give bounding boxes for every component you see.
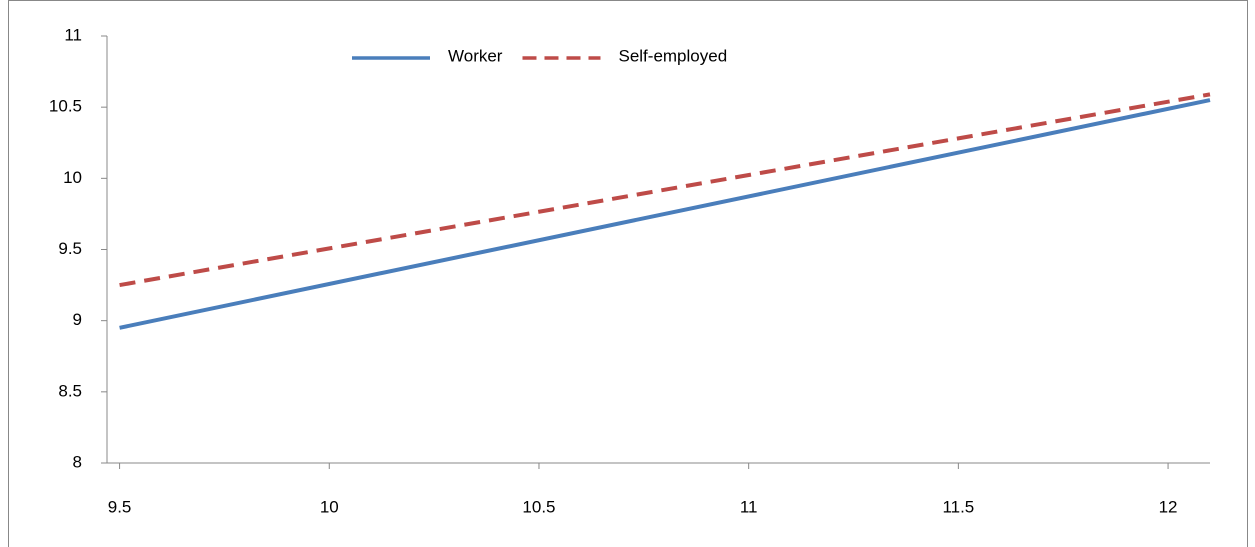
y-tick-label: 10.5: [49, 97, 82, 116]
chart-border: [8, 0, 1248, 547]
y-tick-label: 11: [64, 25, 82, 44]
x-tick-label: 11.5: [942, 497, 974, 516]
x-tick-label: 12: [1159, 497, 1178, 516]
legend-label: Self-employed: [618, 46, 727, 65]
x-tick-label: 10: [320, 497, 339, 516]
y-tick-label: 9: [73, 310, 82, 329]
x-tick-label: 11: [740, 497, 758, 516]
x-tick-label: 9.5: [108, 497, 132, 516]
x-tick-label: 10.5: [522, 497, 555, 516]
series-line: [119, 98, 1211, 330]
y-tick-label: 8.5: [58, 381, 82, 400]
y-tick-label: 10: [63, 168, 82, 187]
y-tick-label: 8: [73, 452, 82, 471]
legend-label: Worker: [448, 46, 503, 65]
y-tick-label: 9.5: [58, 239, 82, 258]
series-line: [119, 92, 1211, 288]
